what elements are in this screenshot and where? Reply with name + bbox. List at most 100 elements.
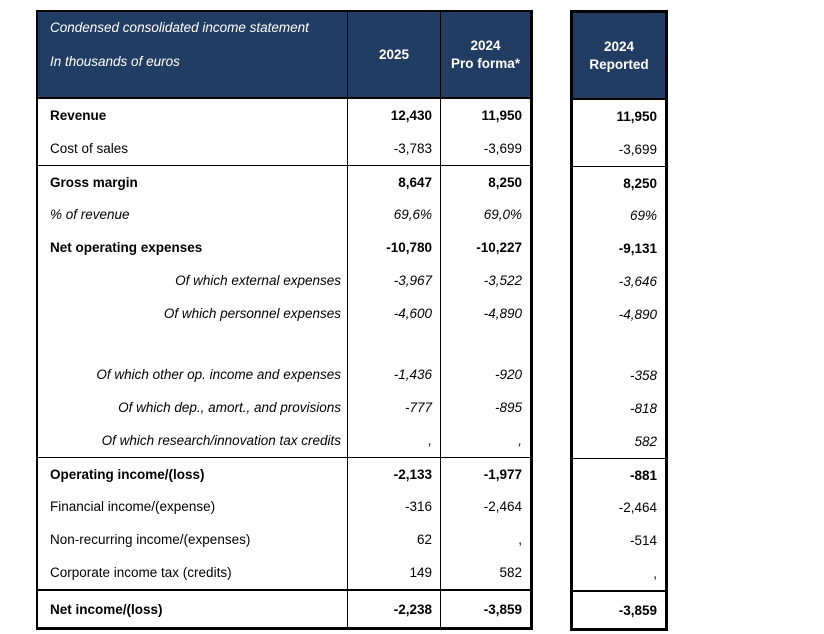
cell-2024-reported: -3,859 xyxy=(618,602,657,618)
cell-2025: 62 xyxy=(347,523,440,556)
table-row: -818 xyxy=(573,392,665,425)
cell-2024-proforma: , xyxy=(440,523,530,556)
table-row: Cost of sales -3,783 -3,699 xyxy=(38,132,530,165)
cell-2024-reported: -358 xyxy=(629,368,657,383)
column-header-2025-label: 2025 xyxy=(378,46,410,62)
cell-2024-proforma: , xyxy=(440,424,530,457)
table-row: -3,646 xyxy=(573,265,665,298)
table-row: Non-recurring income/(expenses) 62, xyxy=(38,523,530,556)
cell-2025: 69,6% xyxy=(347,198,440,231)
cell-2024-proforma: 8,250 xyxy=(440,166,530,198)
row-label: Non-recurring income/(expenses) xyxy=(50,532,251,547)
cell-2024-proforma: 69,0% xyxy=(440,198,530,231)
table-row: Of which research/innovation tax credits… xyxy=(38,424,530,457)
cell-2025: -10,780 xyxy=(347,231,440,264)
row-label: Of which dep., amort., and provisions xyxy=(118,400,341,415)
cell-2024-reported: -3,699 xyxy=(618,142,657,157)
table-row: -4,890 xyxy=(573,298,665,331)
cell-2024-proforma: -2,464 xyxy=(440,490,530,523)
column-header-2025: 2025 xyxy=(347,12,440,97)
cell-2024-proforma: -3,699 xyxy=(440,132,530,165)
cell-2025: , xyxy=(347,424,440,457)
table-row: -358 xyxy=(573,359,665,392)
table-title: Condensed consolidated income statement xyxy=(50,20,309,35)
table-row: 11,950 xyxy=(573,100,665,133)
row-label: Cost of sales xyxy=(50,141,129,156)
row-label: % of revenue xyxy=(50,207,130,222)
cell-2025: -2,238 xyxy=(347,591,440,627)
row-label: Net operating expenses xyxy=(50,240,203,255)
table-row: Of which other op. income and expenses -1… xyxy=(38,358,530,391)
table-row: Financial income/(expense) -316 -2,464 xyxy=(38,490,530,523)
cell-2025: 8,647 xyxy=(347,166,440,198)
table-subtitle: In thousands of euros xyxy=(50,54,180,70)
cell-2025: -2,133 xyxy=(347,458,440,490)
cell-2024-reported: 8,250 xyxy=(623,175,657,191)
table-row: -2,464 xyxy=(573,491,665,524)
cell-2025: -3,783 xyxy=(347,132,440,165)
table-row: Operating income/(loss) -2,133 -1,977 xyxy=(38,457,530,490)
row-label: Net income/(loss) xyxy=(50,601,163,617)
row-label: Corporate income tax (credits) xyxy=(50,565,232,580)
main-table-rows: Revenue 12,430 11,950 Cost of sales -3,783 -3… xyxy=(38,99,530,627)
table-row: Of which personnel expenses -4,600 -4,890 xyxy=(38,297,530,330)
cell-2024-reported xyxy=(573,331,665,359)
row-label: Of which external expenses xyxy=(175,273,341,288)
row-label: Of which research/innovation tax credits xyxy=(101,433,341,448)
cell-2025: -3,967 xyxy=(347,264,440,297)
cell-2024-reported: -2,464 xyxy=(618,500,657,515)
row-label: Of which other op. income and expenses xyxy=(96,367,341,382)
column-header-2024-proforma: 2024 Pro forma* xyxy=(440,12,530,97)
cell-2025: -1,436 xyxy=(347,358,440,391)
table-row: -514 xyxy=(573,524,665,557)
table-row: Of which external expenses -3,967 -3,522 xyxy=(38,264,530,297)
income-statement-header: Condensed consolidated income statement … xyxy=(38,12,530,99)
cell-2024-reported: -9,131 xyxy=(618,241,657,256)
row-label: Financial income/(expense) xyxy=(50,499,216,514)
cell-2025: 149 xyxy=(347,556,440,589)
cell-2024-proforma: -3,859 xyxy=(440,591,530,627)
column-header-proforma-line1: 2024 xyxy=(470,37,501,53)
cell-2024-reported: -881 xyxy=(629,467,657,483)
cell-2024-proforma: -895 xyxy=(440,391,530,424)
reported-table-header: 2024 Reported xyxy=(573,13,665,100)
cell-2025: 12,430 xyxy=(347,99,440,132)
table-row: 582 xyxy=(573,425,665,458)
cell-2024-proforma: -4,890 xyxy=(440,297,530,330)
table-row: Net operating expenses -10,780 -10,227 xyxy=(38,231,530,264)
table-row: Of which dep., amort., and provisions -77… xyxy=(38,391,530,424)
table-row: Revenue 12,430 11,950 xyxy=(38,99,530,132)
table-row: 69% xyxy=(573,199,665,232)
header-label-cell: Condensed consolidated income statement … xyxy=(38,12,347,97)
cell-2024-proforma: -920 xyxy=(440,358,530,391)
table-row: 8,250 xyxy=(573,166,665,199)
cell-2024-reported: 11,950 xyxy=(616,109,657,124)
table-row: , xyxy=(573,557,665,590)
table-row: Corporate income tax (credits) 149 582 xyxy=(38,556,530,589)
table-row: Gross margin 8,647 8,250 xyxy=(38,165,530,198)
cell-2024-reported: -818 xyxy=(629,401,657,416)
cell-2025: -4,600 xyxy=(347,297,440,330)
cell-2024-reported: -4,890 xyxy=(618,307,657,322)
row-label: Operating income/(loss) xyxy=(50,466,205,482)
row-label: Of which personnel expenses xyxy=(163,306,341,321)
income-statement-table: Condensed consolidated income statement … xyxy=(36,10,533,630)
table-row: -3,859 xyxy=(573,590,665,628)
cell-2025: -316 xyxy=(347,490,440,523)
table-row: -3,699 xyxy=(573,133,665,166)
row-label: Revenue xyxy=(50,108,107,123)
table-row: Net income/(loss) -2,238 -3,859 xyxy=(38,589,530,627)
cell-2025: -777 xyxy=(347,391,440,424)
column-header-reported-line2: Reported xyxy=(589,56,649,72)
cell-2024-reported: -3,646 xyxy=(618,274,657,289)
cell-2024-reported: 69% xyxy=(629,208,657,223)
cell-2024-proforma: -1,977 xyxy=(440,458,530,490)
cell-2024-proforma xyxy=(440,330,530,358)
table-row: -881 xyxy=(573,458,665,491)
cell-2024-proforma: 11,950 xyxy=(440,99,530,132)
cell-2024-reported: , xyxy=(653,566,657,581)
reported-table-rows: 11,950 -3,699 8,250 69% -9,131 -3,646 -4,890 -3… xyxy=(573,100,665,628)
cell-2025 xyxy=(347,330,440,358)
spacer-row xyxy=(573,331,665,359)
